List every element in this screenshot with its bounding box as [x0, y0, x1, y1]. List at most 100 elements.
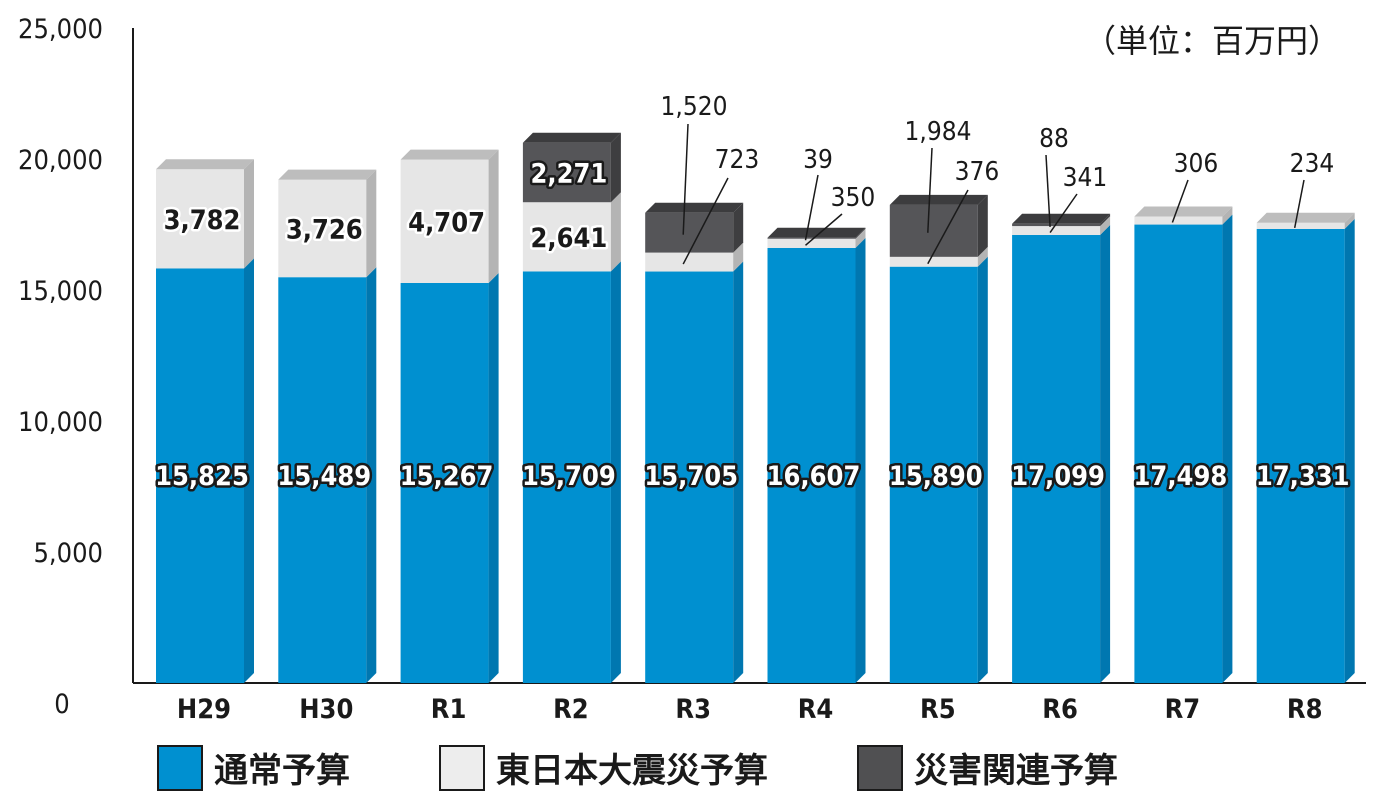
bar-segment-disaster [767, 237, 856, 239]
x-tick-label: R1 [431, 694, 467, 725]
bar-segment-earthquake [522, 202, 611, 272]
legend-swatch [857, 745, 903, 791]
regular-value-label-outline: 15,705 [644, 461, 738, 492]
leader-line [1045, 154, 1051, 227]
disaster-value-label: 1,520 [661, 92, 728, 122]
bar-side-face [855, 228, 866, 248]
legend-item-regular: 通常予算 [157, 745, 350, 791]
bar-segment-regular [522, 271, 611, 683]
bar-side-face [244, 159, 254, 269]
earthquake-value-label: 376 [955, 157, 1000, 187]
y-tick-label: 25,000 [18, 14, 103, 45]
bar-segment-regular [156, 268, 244, 683]
bar-top-face [156, 159, 254, 170]
x-tick-label: H29 [177, 694, 231, 725]
disaster-value-label: 88 [1039, 124, 1069, 154]
x-tick-label: R7 [1165, 694, 1201, 725]
bar-side-face [610, 132, 621, 203]
earthquake-value-label-text: 3,726 [286, 214, 363, 245]
x-tick-label: H30 [299, 694, 353, 725]
bar-side-face [1344, 218, 1355, 683]
leader-line [1171, 179, 1189, 223]
leader-line [682, 123, 689, 235]
x-tick-label: R5 [920, 694, 956, 725]
regular-value-label-text: 15,825 [155, 461, 249, 492]
bar-side-face [1222, 206, 1233, 225]
bar-segment-earthquake [767, 238, 856, 248]
unit-label: （単位：百万円） [1084, 22, 1340, 60]
legend-label: 通常予算 [214, 751, 350, 791]
bar-segment-regular [889, 266, 978, 683]
earthquake-value-label-outline: 4,707 [408, 207, 485, 238]
legend-label: 東日本大震災予算 [496, 751, 768, 791]
bar-top-face [1256, 212, 1355, 223]
y-tick-label: 10,000 [18, 407, 103, 438]
bar-side-face [1344, 212, 1355, 229]
regular-value-label-text: 17,331 [1256, 461, 1350, 492]
bar-segment-disaster [645, 212, 734, 253]
regular-value-label-outline: 15,825 [155, 461, 249, 492]
regular-value-label-text: 16,607 [767, 461, 861, 492]
bar-segment-earthquake [1256, 222, 1345, 229]
legend-item-disaster: 災害関連予算 [857, 745, 1118, 791]
bar-segment-disaster [889, 204, 978, 257]
bar-segment-regular [1134, 224, 1223, 683]
y-tick-label: 5,000 [33, 538, 103, 569]
bar-segment-earthquake [1012, 226, 1101, 236]
bar-segment-regular [400, 283, 489, 683]
bar-side-face [1100, 225, 1111, 683]
bar-side-face [366, 169, 377, 278]
bar-top-face [889, 194, 988, 205]
bar-layer [156, 132, 1355, 683]
leader-line [927, 189, 969, 265]
bar-top-face [278, 169, 377, 180]
bar-top-face [522, 132, 621, 143]
bar-segment-earthquake [889, 256, 978, 267]
leader-line [927, 147, 933, 233]
bar-segment-earthquake [1134, 216, 1223, 225]
earthquake-value-label: 341 [1063, 163, 1108, 193]
earthquake-value-label: 234 [1290, 149, 1335, 179]
disaster-value-label-outline: 2,271 [530, 158, 607, 189]
bar-side-face [733, 202, 744, 253]
bar-side-face [977, 194, 988, 257]
bar-side-face [610, 261, 621, 683]
bar-segment-earthquake [645, 252, 734, 272]
legend-label: 災害関連予算 [914, 751, 1118, 791]
x-tick-label: R2 [553, 694, 589, 725]
regular-value-label-text: 15,267 [400, 461, 494, 492]
bar-side-face [977, 256, 988, 683]
bar-top-face [1134, 206, 1233, 217]
earthquake-value-label-outline: 3,726 [286, 214, 363, 245]
bar-top-face [767, 227, 866, 238]
legend-swatch [157, 745, 203, 791]
leader-line [682, 177, 729, 265]
regular-value-label-outline: 17,498 [1134, 461, 1228, 492]
leader-line [1049, 193, 1078, 233]
regular-value-label-text: 17,498 [1134, 461, 1228, 492]
regular-value-label-outline: 15,709 [522, 461, 616, 492]
regular-value-label-text: 15,705 [644, 461, 738, 492]
bar-segment-disaster [522, 142, 611, 203]
bar-side-face [610, 192, 621, 272]
bar-segment-earthquake [156, 169, 244, 269]
earthquake-value-label-text: 4,707 [408, 207, 485, 238]
axis-layer: 0 5,000 10,000 15,000 20,000 25,000 H29 H30 R1 R2… [18, 14, 1366, 725]
legend-item-earthquake: 東日本大震災予算 [439, 745, 768, 791]
bar-side-face [977, 246, 988, 267]
bar-side-face [244, 258, 254, 683]
leader-line [804, 174, 819, 241]
earthquake-value-label-outline: 2,641 [530, 223, 607, 254]
